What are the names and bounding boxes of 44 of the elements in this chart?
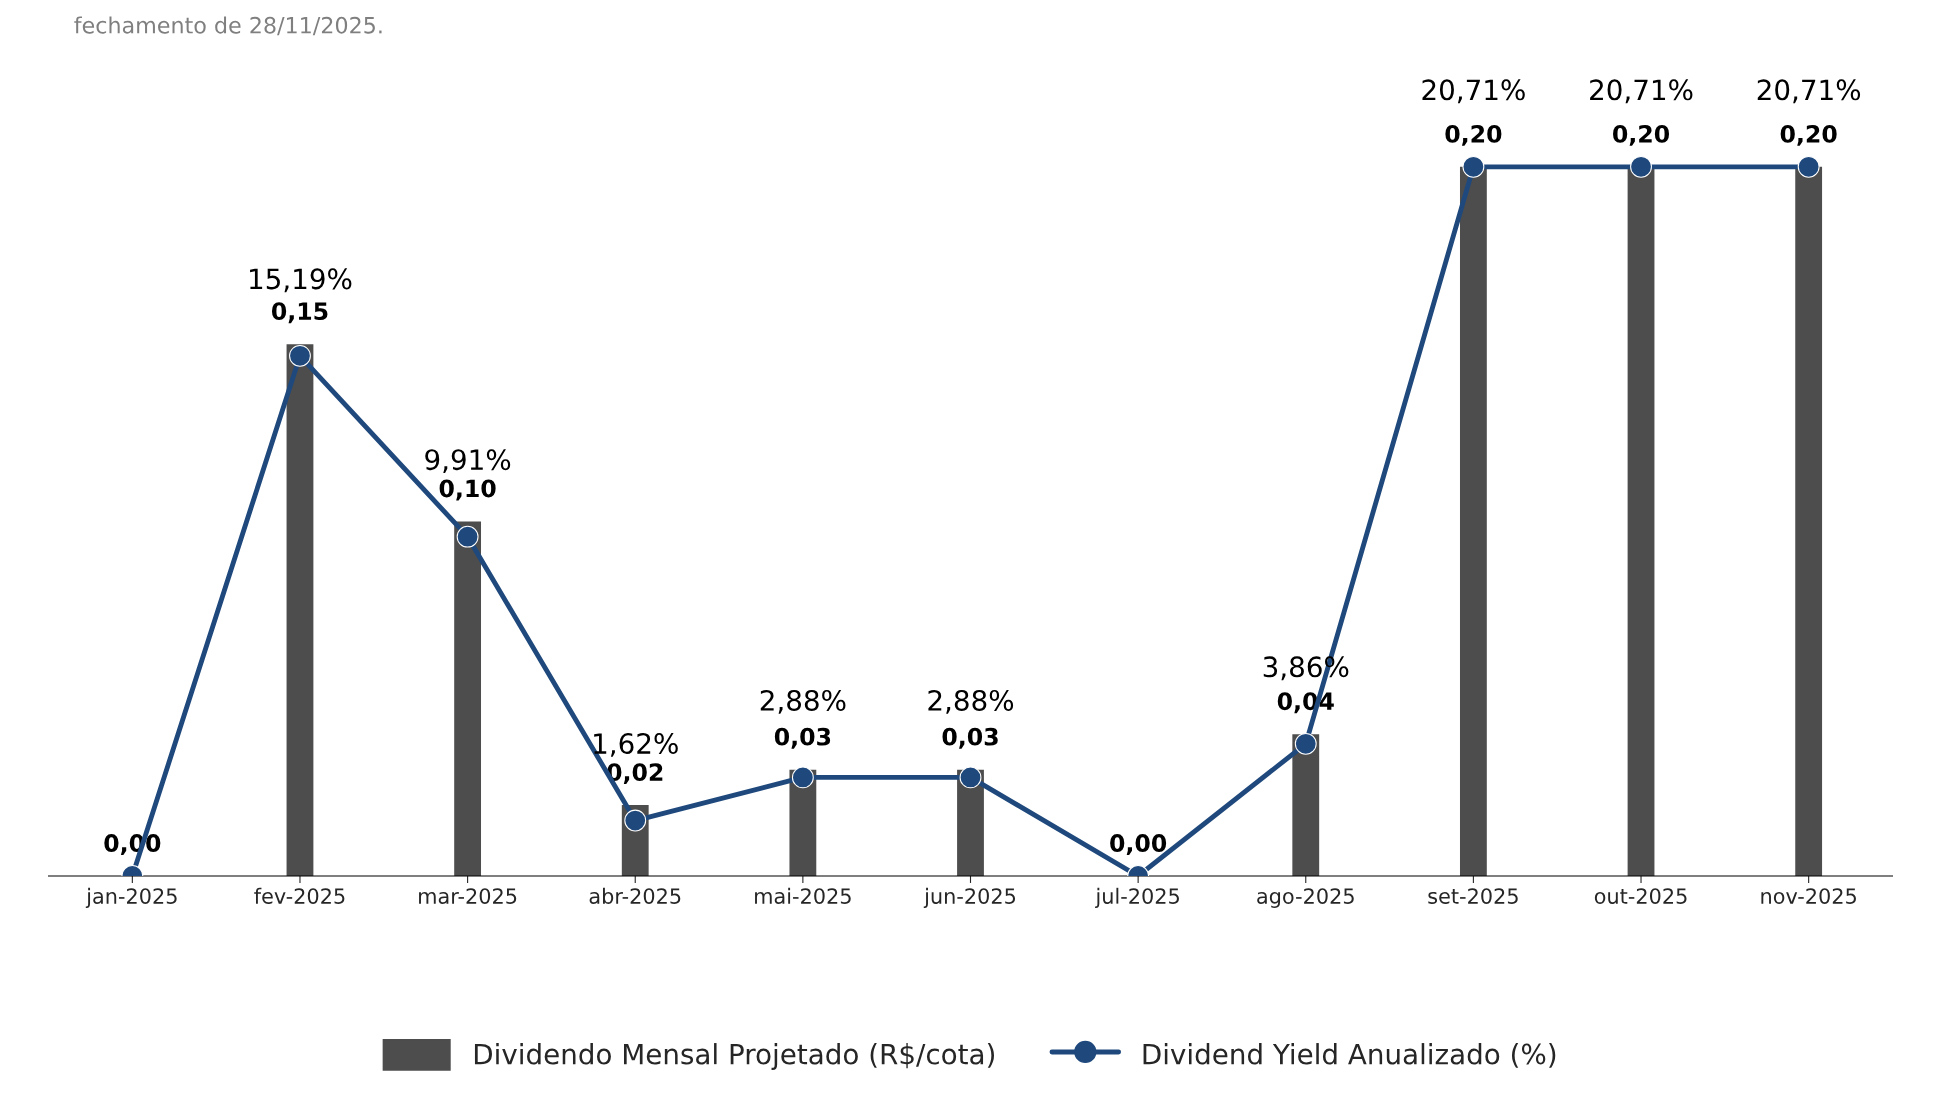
data-label: 0,20 (1445, 124, 1502, 146)
data-label: 20,71% (1422, 79, 1525, 104)
data-label: 0,10 (439, 479, 496, 501)
data-label: 0,00 (1110, 834, 1167, 855)
bar (286, 344, 314, 876)
data-label: 2,88% (760, 689, 846, 714)
text: fechamento de 28/11/2025. (74, 16, 382, 36)
x-tick-label: mar-2025 (419, 888, 517, 904)
point (289, 344, 311, 367)
data-label: 0,20 (1613, 124, 1670, 146)
point (456, 525, 479, 548)
bar (1795, 166, 1823, 876)
point (624, 809, 647, 832)
data-label: 0,15 (271, 302, 328, 324)
data-label: 20,71% (1757, 79, 1861, 104)
legend-label: Dividend Yield Anualizado (%) (1143, 1043, 1556, 1068)
data-label: 9,91% (425, 449, 511, 474)
legend-label: Dividendo Mensal Projetado (R$/cota) (474, 1043, 995, 1070)
data-label: 2,88% (928, 689, 1014, 714)
x-tick-label: jul-2025 (1095, 887, 1179, 908)
x-tick-label: set-2025 (1428, 888, 1518, 904)
data-label: 1,62% (594, 733, 678, 757)
bar (454, 521, 482, 876)
point (1797, 155, 1820, 178)
x-tick-label: mai-2025 (755, 887, 851, 904)
bar (1459, 166, 1487, 876)
x-tick-label: jun-2025 (923, 887, 1016, 908)
bar (1627, 166, 1655, 876)
x-tick-label: nov-2025 (1761, 888, 1856, 904)
point (1462, 155, 1485, 178)
x-tick-label: out-2025 (1594, 888, 1687, 904)
x-tick-label: jan-2025 (85, 887, 177, 908)
point (1630, 155, 1652, 178)
point (959, 766, 982, 789)
data-label: 0,20 (1780, 124, 1837, 146)
x-tick-label: fev-2025 (254, 887, 345, 904)
x-tick-label: abr-2025 (589, 887, 681, 904)
data-label: 0,03 (942, 727, 998, 749)
data-label: 0,03 (774, 727, 831, 749)
x-tick-label: ago-2025 (1257, 888, 1354, 908)
data-label: 20,71% (1590, 79, 1693, 104)
point (791, 766, 814, 789)
point (1294, 732, 1317, 755)
data-label: 15,19% (250, 268, 352, 293)
